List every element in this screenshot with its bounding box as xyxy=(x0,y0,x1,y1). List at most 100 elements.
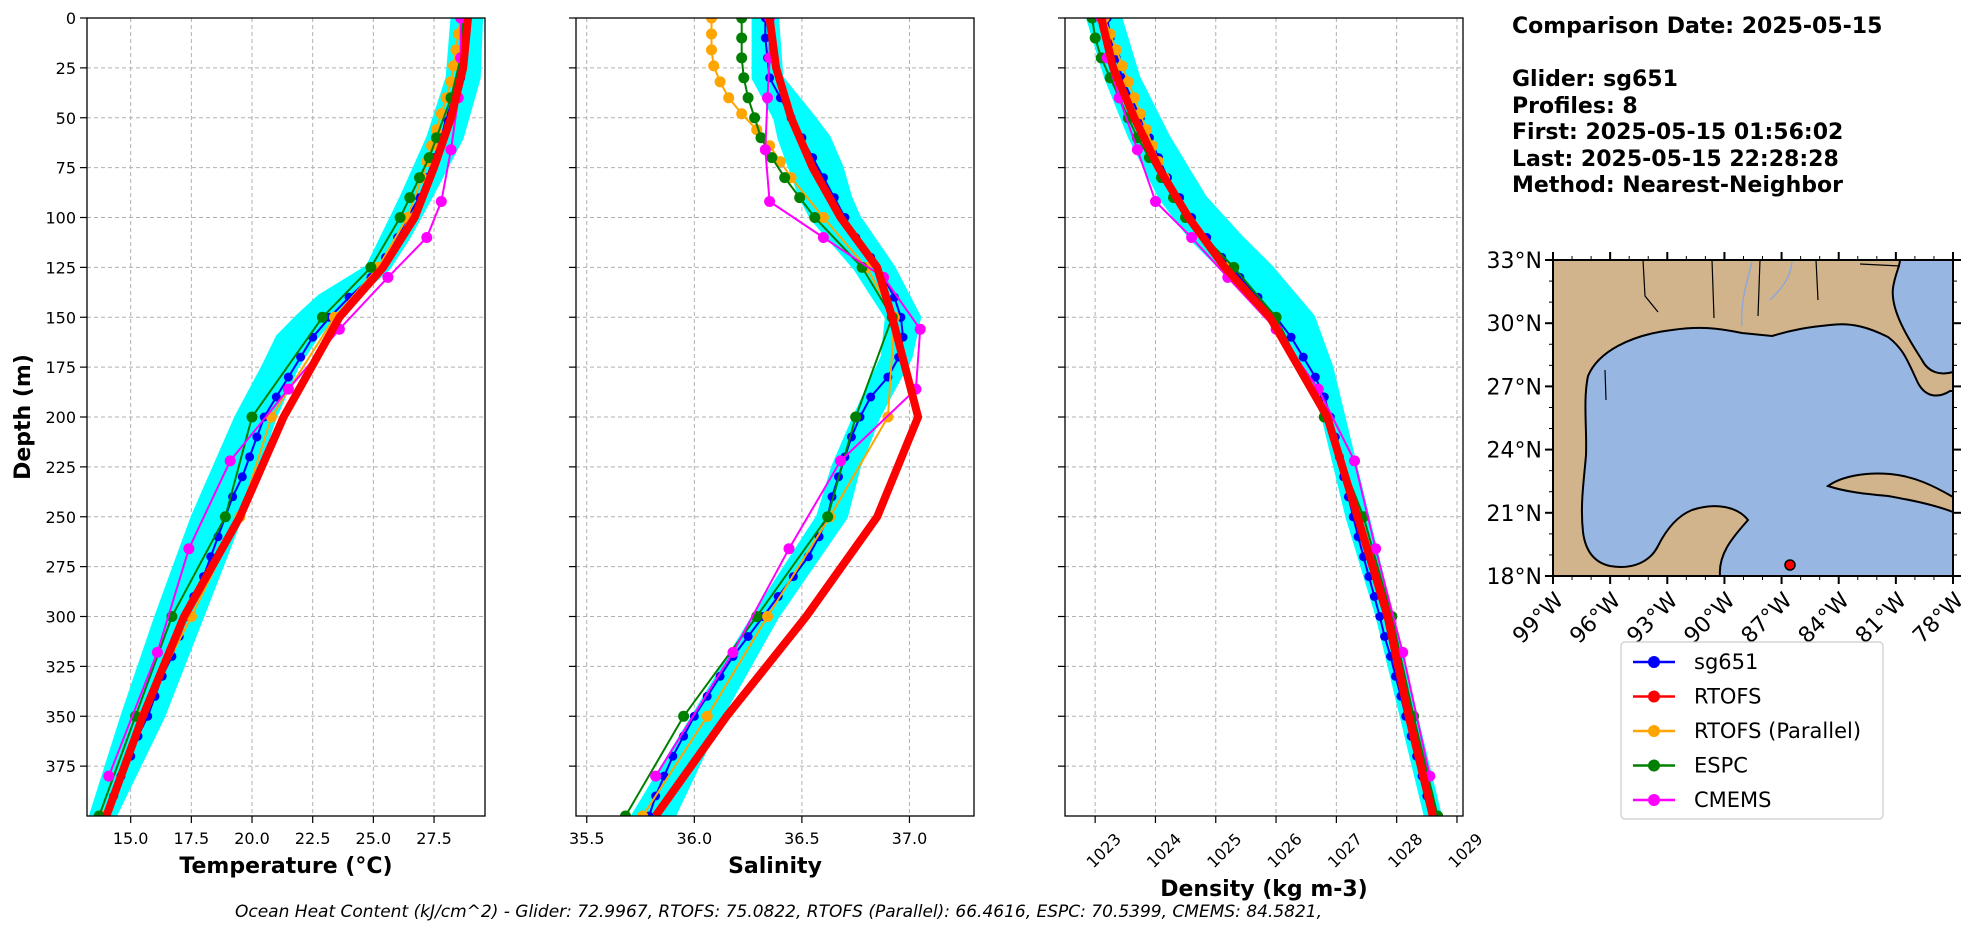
legend-label: CMEMS xyxy=(1694,788,1772,812)
data-point xyxy=(708,60,720,72)
xtick-label: 17.5 xyxy=(174,829,210,848)
axes-frame xyxy=(86,17,486,817)
legend-marker xyxy=(1648,656,1660,668)
data-point xyxy=(760,33,770,43)
glider-name: Glider: sg651 xyxy=(1512,67,1678,92)
map-state-borders xyxy=(1604,259,1901,401)
xtick-label: 35.5 xyxy=(569,829,605,848)
lat-tick-label: 21°N xyxy=(1487,502,1542,527)
last-time: Last: 2025-05-15 22:28:28 xyxy=(1512,146,1839,172)
data-point xyxy=(183,543,195,555)
legend-marker xyxy=(1648,759,1660,772)
data-point xyxy=(237,472,247,482)
data-point xyxy=(1298,352,1308,362)
data-point xyxy=(742,92,754,104)
data-point xyxy=(817,212,829,223)
series-espc xyxy=(620,18,898,816)
series-line xyxy=(1097,18,1437,816)
xtick-label: 1026 xyxy=(1264,829,1306,871)
data-point xyxy=(316,311,328,323)
data-point xyxy=(1086,18,1098,24)
xtick-label: 1027 xyxy=(1324,829,1366,871)
xaxis-label: Temperature (°C) xyxy=(179,854,392,879)
legend-label: RTOFS (Parallel) xyxy=(1694,719,1861,743)
data-point xyxy=(762,611,773,622)
data-point xyxy=(1286,332,1296,342)
data-point xyxy=(850,411,862,423)
panel-3: 1023 1024 1025 1026 1027 1028 1029 Density (kg … xyxy=(1058,17,1487,902)
map-ocean-atlantic xyxy=(1891,259,1954,375)
xtick-label: 1029 xyxy=(1444,829,1486,871)
data-point xyxy=(450,44,462,56)
glider-envelope xyxy=(1086,18,1442,816)
lon-tick-label: 78°W xyxy=(1908,588,1969,649)
lon-tick-label: 90°W xyxy=(1680,588,1741,649)
comparison-date: Comparison Date: 2025-05-15 xyxy=(1512,14,1883,39)
lon-tick-label: 99°W xyxy=(1508,588,1569,649)
data-point xyxy=(835,455,847,467)
plot-area xyxy=(1086,18,1444,816)
data-point xyxy=(736,32,748,44)
panel-2: 35.5 36.0 36.5 37.0 Salinity xyxy=(569,17,975,879)
xtick-label: 15.0 xyxy=(113,829,149,848)
data-point xyxy=(93,810,105,816)
data-point xyxy=(779,172,791,184)
data-point xyxy=(620,810,631,816)
legend-label: sg651 xyxy=(1694,650,1758,674)
xaxis-label: Density (kg m-3) xyxy=(1160,877,1368,902)
profile-panels: 0 25 50 75 100 125 150 175 200 225 250 275 300 325 350… xyxy=(11,9,1487,902)
data-point xyxy=(1122,76,1134,88)
data-point xyxy=(1150,196,1161,207)
data-point xyxy=(296,352,306,362)
lat-tick-label: 30°N xyxy=(1487,312,1542,337)
glider-track-marker xyxy=(1784,559,1796,571)
data-point xyxy=(224,455,236,467)
data-point xyxy=(743,632,753,641)
data-point xyxy=(445,144,457,156)
data-point xyxy=(706,44,717,56)
data-point xyxy=(245,452,255,462)
data-point xyxy=(1380,632,1390,641)
data-point xyxy=(809,212,821,223)
info-spacer xyxy=(1512,41,1882,68)
series-rtofs xyxy=(1097,18,1437,816)
data-point xyxy=(723,92,735,104)
data-point xyxy=(1116,60,1128,72)
data-point xyxy=(637,810,649,816)
xtick-label: 25.0 xyxy=(356,829,392,848)
xaxis-label: Salinity xyxy=(728,854,822,879)
legend-label: ESPC xyxy=(1694,754,1748,778)
map-rivers xyxy=(1740,261,1793,327)
ytick-label: 150 xyxy=(45,308,76,327)
data-point xyxy=(365,261,377,273)
data-point xyxy=(764,196,776,207)
data-point xyxy=(736,52,748,64)
comparison-info: Comparison Date: 2025-05-15 Glider: sg65… xyxy=(1512,14,1882,200)
data-point xyxy=(783,543,795,555)
yaxis-label: Depth (m) xyxy=(11,354,36,480)
lat-tick-label: 18°N xyxy=(1487,565,1542,590)
ytick-label: 375 xyxy=(45,757,76,776)
legend-frame xyxy=(1620,641,1884,820)
data-point xyxy=(1370,543,1382,555)
lat-tick-label: 27°N xyxy=(1487,375,1542,400)
method: Method: Nearest-Neighbor xyxy=(1512,173,1843,198)
plot-area xyxy=(88,18,484,816)
ytick-label: 50 xyxy=(56,109,76,128)
xtick-label: 1023 xyxy=(1083,829,1125,871)
data-point xyxy=(394,212,406,223)
series-cmems xyxy=(1095,18,1436,782)
data-point xyxy=(1375,612,1385,621)
data-point xyxy=(817,232,829,243)
ytick-label: 125 xyxy=(45,258,76,277)
xtick-label: 20.0 xyxy=(234,829,270,848)
legend-items: sg651 RTOFS RTOFS (Parallel) ESPC CMEMS xyxy=(1633,650,1861,812)
ytick-label: 325 xyxy=(45,657,76,676)
data-point xyxy=(755,132,767,144)
legend-label: RTOFS xyxy=(1694,685,1761,709)
data-point xyxy=(706,18,717,24)
xtick-label: 22.5 xyxy=(295,829,331,848)
xtick-label: 1028 xyxy=(1384,829,1426,871)
data-point xyxy=(455,18,467,24)
data-point xyxy=(1397,646,1409,658)
